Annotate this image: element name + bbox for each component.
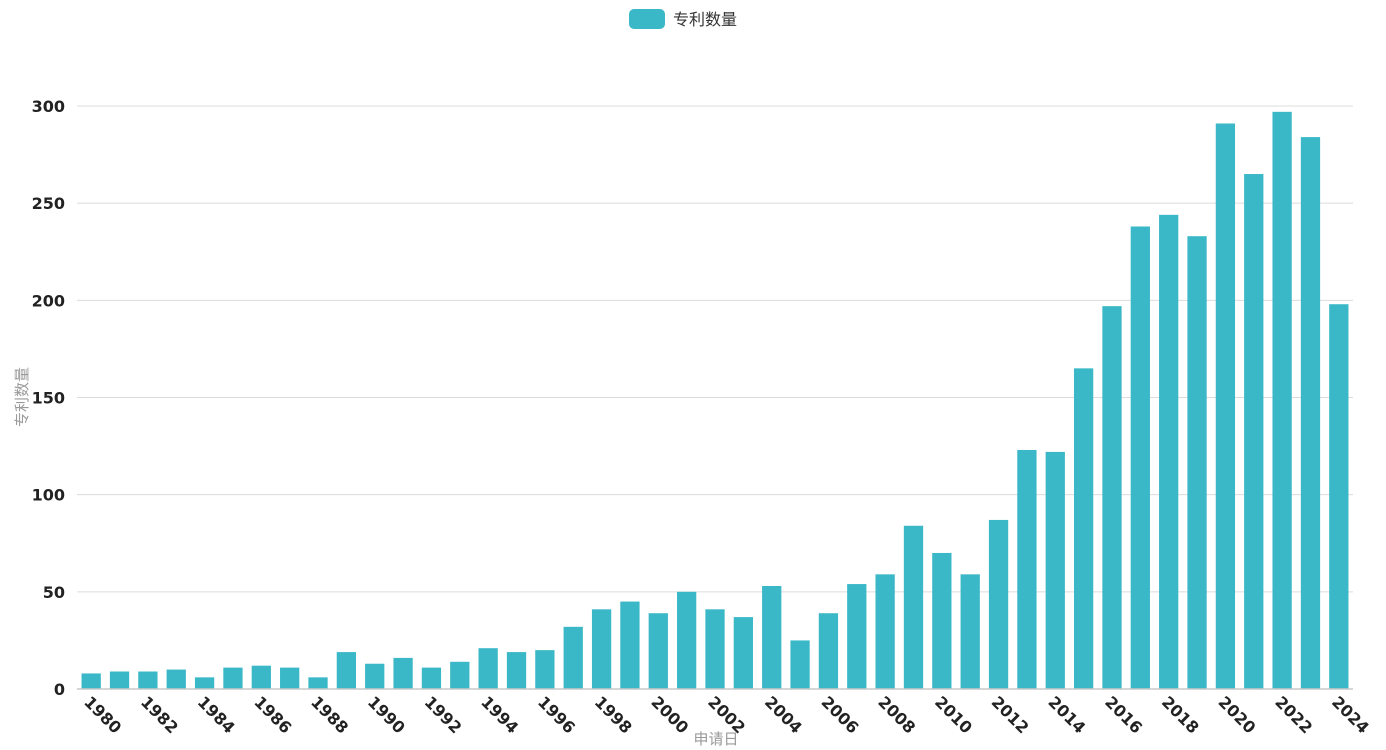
x-tick-label: 2008 [874,692,919,737]
bar[interactable]: 2010: 70 [932,552,952,689]
legend-swatch[interactable] [629,9,665,29]
bar[interactable]: 2020: 291 [1215,123,1236,690]
bar[interactable]: 1985: 11 [223,667,243,689]
bar[interactable]: 2002: 41 [705,609,725,689]
bar[interactable]: 1983: 10 [166,669,186,689]
bar[interactable]: 2009: 84 [903,525,924,689]
bar[interactable]: 2021: 265 [1244,174,1264,689]
y-tick-label: 300 [32,97,65,116]
y-axis-title: 专利数量 [13,367,31,427]
bar[interactable]: 1995: 19 [506,652,527,689]
bar[interactable]: 1982: 9 [138,671,158,689]
y-tick-label: 200 [32,291,65,310]
bar[interactable]: 2014: 122 [1045,451,1065,689]
bar[interactable]: 1996: 20 [535,650,555,689]
y-tick-label: 100 [32,486,65,505]
bar[interactable]: 2015: 165 [1073,368,1094,689]
legend[interactable]: 专利数量 [629,9,737,29]
bar[interactable]: 1981: 9 [109,671,130,689]
bar[interactable]: 1991: 16 [393,657,413,689]
bar[interactable]: 2019: 233 [1187,236,1207,689]
x-tick-label: 2000 [647,692,692,737]
bar[interactable]: 2022: 297 [1272,111,1292,689]
x-axis-title: 申请日 [693,730,738,748]
bar[interactable]: 2006: 39 [818,613,839,689]
x-tick-label: 1988 [307,692,352,737]
x-tick-label: 1984 [194,692,239,737]
bar[interactable]: 1999: 45 [620,601,640,689]
bar[interactable]: 2024: 198 [1329,304,1349,689]
x-tick-label: 2006 [818,692,863,737]
bar[interactable]: 2004: 53 [762,586,782,689]
y-tick-label: 50 [43,583,65,602]
y-tick-label: 250 [32,194,65,213]
x-tick-label: 1982 [137,692,182,737]
bar[interactable]: 1988: 6 [308,677,328,689]
bar[interactable]: 1987: 11 [280,667,300,689]
bar[interactable]: 1986: 12 [251,665,271,689]
bar[interactable]: 2012: 87 [988,519,1009,689]
bar-series: 1980: 8 1981: 9 1982: 9 1983: 10 1984: 6 1985… [81,111,1349,690]
bar[interactable]: 1992: 11 [421,667,442,689]
bar[interactable]: 2011: 59 [960,574,980,689]
x-tick-label: 2016 [1101,692,1146,737]
bar[interactable]: 2017: 238 [1130,226,1150,690]
bar[interactable]: 1980: 8 [81,673,101,689]
x-tick-label: 1986 [250,692,295,737]
x-tick-label: 2022 [1271,692,1316,737]
x-tick-label: 2020 [1215,692,1260,737]
x-tick-label: 1994 [477,692,522,737]
x-tick-label: 2014 [1044,692,1089,737]
bar[interactable]: 1989: 19 [336,652,357,689]
bar[interactable]: 1990: 13 [365,663,385,689]
bar[interactable]: 1984: 6 [194,677,215,689]
bar[interactable]: 2005: 25 [790,640,810,689]
bar[interactable]: 1998: 41 [591,609,612,689]
y-tick-label: 150 [32,389,65,408]
bar[interactable]: 1993: 14 [450,661,470,689]
x-tick-label: 2024 [1328,692,1373,737]
bar[interactable]: 2000: 39 [648,613,668,689]
x-tick-label: 2010 [931,692,976,737]
y-tick-label: 0 [54,680,65,699]
bar[interactable]: 1994: 21 [478,648,498,689]
x-tick-label: 2018 [1158,692,1203,737]
x-tick-label: 1990 [364,692,409,737]
bar[interactable]: 2013: 123 [1017,449,1037,689]
bar[interactable]: 2023: 284 [1300,137,1321,690]
bar[interactable]: 2018: 244 [1159,214,1179,689]
x-tick-label: 1992 [421,692,466,737]
bar[interactable]: 2003: 37 [733,617,753,689]
bar[interactable]: 1997: 32 [563,626,583,689]
bar[interactable]: 2007: 54 [847,584,867,689]
x-tick-label: 1998 [591,692,636,737]
x-tick-label: 1980 [80,692,125,737]
bar[interactable]: 2001: 50 [677,591,697,689]
x-tick-label: 2004 [761,692,806,737]
bar[interactable]: 2008: 59 [875,574,895,689]
x-tick-label: 2012 [988,692,1033,737]
legend-label[interactable]: 专利数量 [673,10,737,29]
bar[interactable]: 2016: 197 [1102,306,1122,689]
x-tick-label: 1996 [534,692,579,737]
